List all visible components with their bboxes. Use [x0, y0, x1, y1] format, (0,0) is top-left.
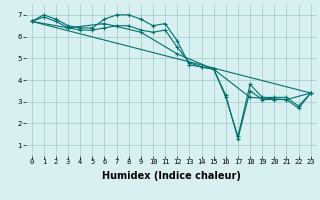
X-axis label: Humidex (Indice chaleur): Humidex (Indice chaleur) — [102, 171, 241, 181]
